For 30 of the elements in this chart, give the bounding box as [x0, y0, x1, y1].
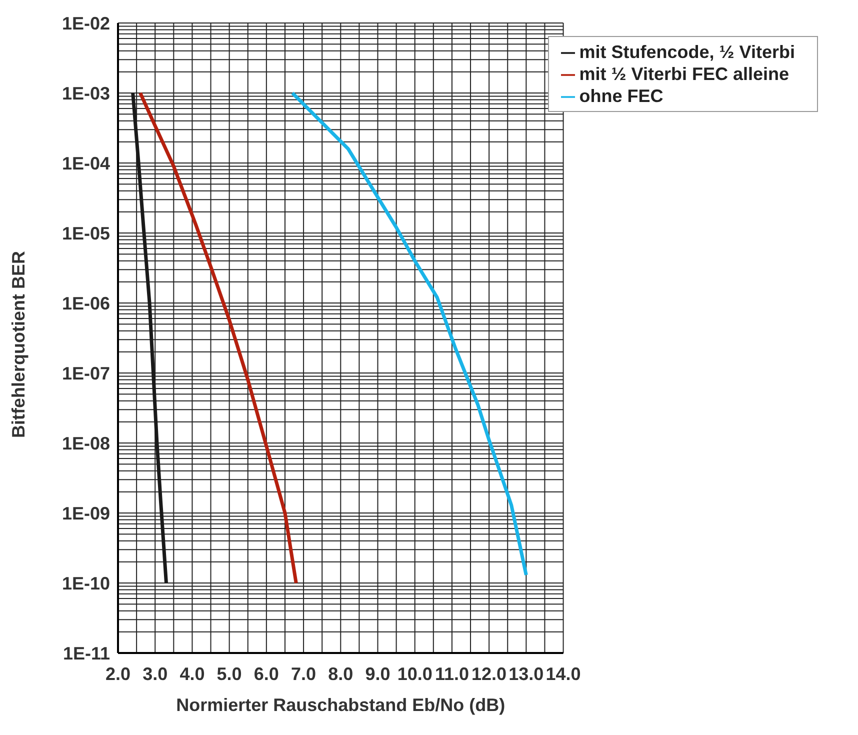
legend-label: mit ½ Viterbi FEC alleine: [579, 64, 790, 84]
x-tick-label: 6.0: [254, 664, 279, 684]
y-tick-label: 1E-11: [62, 643, 110, 664]
y-tick-label: 1E-06: [62, 293, 110, 314]
x-tick-label: 2.0: [105, 664, 131, 684]
x-tick-label: 5.0: [216, 664, 242, 684]
y-tick-label: 1E-03: [62, 83, 110, 104]
x-tick-label: 9.0: [365, 664, 390, 684]
x-axis-title: Normierter Rauschabstand Eb/No (dB): [176, 695, 506, 715]
legend-label: ohne FEC: [579, 86, 664, 106]
x-tick-label: 12.0: [472, 664, 507, 684]
line-series: [290, 91, 528, 577]
x-tick-label: 10.0: [397, 664, 432, 684]
x-tick-label: 3.0: [142, 664, 168, 684]
y-tick-label: 1E-10: [62, 573, 110, 594]
x-tick-label: 14.0: [546, 664, 581, 684]
y-tick-label: 1E-05: [62, 223, 110, 244]
y-tick-label: 1E-02: [62, 13, 110, 34]
x-tick-label: 4.0: [180, 664, 205, 684]
y-tick-label: 1E-07: [62, 363, 110, 384]
y-axis-title: Bitfehlerquotient BER: [8, 251, 28, 438]
legend-label: mit Stufencode, ½ Viterbi: [579, 42, 795, 62]
y-tick-label: 1E-09: [62, 503, 110, 524]
y-tick-label: 1E-08: [62, 433, 110, 454]
y-tick-label: 1E-04: [62, 153, 110, 174]
x-tick-label: 8.0: [328, 664, 354, 684]
x-tick-label: 11.0: [434, 664, 469, 684]
line-series: [138, 91, 298, 585]
x-tick-label: 13.0: [508, 664, 544, 684]
x-tick-label: 7.0: [291, 664, 316, 684]
